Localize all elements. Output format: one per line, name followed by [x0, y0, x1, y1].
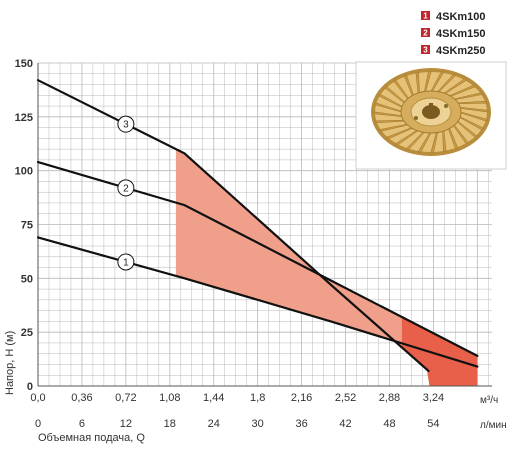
x-tick-label-top: 2,88: [379, 392, 400, 404]
tick-labels: 0 25 50 75 100 125 150 0,0 0,36 0,72 1,08 1,44 1,8 2,…: [15, 58, 444, 430]
x-tick-label-bottom: 30: [252, 418, 264, 430]
x-tick-label-top: 3,24: [423, 392, 444, 404]
x-tick-label-top: 1,8: [250, 392, 265, 404]
y-tick-label: 100: [15, 166, 33, 178]
legend-badge-2: [421, 28, 430, 37]
curve-1: [36, 236, 479, 368]
x-tick-label-bottom: 54: [427, 418, 439, 430]
y-tick-label: 25: [21, 327, 33, 339]
legend-badge-num-2: 2: [423, 29, 428, 38]
curve-label-bubble-3: [117, 115, 135, 133]
curve-2: [36, 161, 479, 357]
x-tick-label-top: 0,72: [115, 392, 136, 404]
x-tick-label-bottom: 48: [383, 418, 395, 430]
y-tick-label: 75: [21, 220, 33, 232]
curve-label-1: 1: [123, 257, 129, 268]
x-tick-label-top: 1,08: [159, 392, 180, 404]
axes: [37, 63, 492, 387]
x-tick-label-bottom: 42: [339, 418, 351, 430]
curve-label-2: 2: [123, 183, 129, 194]
x-tick-label-top: 2,52: [335, 392, 356, 404]
legend-item-2: 2 4SKm150: [421, 28, 486, 40]
curve-label-bubble-1: [117, 253, 135, 271]
range-fill-dark: [401, 316, 478, 386]
x-tick-label-bottom: 12: [120, 418, 132, 430]
legend-label-2: 4SKm150: [436, 28, 486, 40]
legend-badge-3: [421, 45, 430, 54]
x-tick-label-bottom: 18: [164, 418, 176, 430]
legend-label-1: 4SKm100: [436, 11, 486, 23]
y-tick-label: 50: [21, 273, 33, 285]
x-tick-label-bottom: 0: [35, 418, 41, 430]
legend: 1 4SKm100 2 4SKm150 3 4SKm250: [421, 11, 486, 57]
legend-badge-1: [421, 11, 430, 20]
x-unit-top: м³/ч: [480, 395, 498, 406]
x-tick-label-top: 1,44: [203, 392, 224, 404]
legend-badge-num-1: 1: [423, 12, 428, 21]
curve-3: [36, 79, 430, 372]
impeller-image: [355, 61, 507, 170]
x-axis-title: Объемная подача, Q: [38, 432, 145, 444]
y-tick-label: 125: [15, 112, 33, 124]
x-tick-label-bottom: 24: [208, 418, 220, 430]
y-axis-title: Напор, Н (м): [4, 331, 16, 395]
curves: [36, 79, 479, 372]
x-tick-label-top: 0,0: [30, 392, 45, 404]
x-unit-bottom: л/мин: [480, 420, 507, 431]
y-tick-label: 0: [27, 381, 33, 393]
x-tick-label-bottom: 36: [295, 418, 307, 430]
legend-label-3: 4SKm250: [436, 45, 486, 57]
x-tick-label-top: 2,16: [291, 392, 312, 404]
legend-item-3: 3 4SKm250: [421, 45, 486, 57]
y-tick-label: 150: [15, 58, 33, 70]
x-tick-label-top: 0,36: [71, 392, 92, 404]
legend-item-1: 1 4SKm100: [421, 11, 486, 23]
legend-badge-num-3: 3: [423, 46, 428, 55]
impeller-vanes: [373, 70, 489, 154]
curve-label-3: 3: [123, 120, 129, 131]
x-tick-label-bottom: 6: [79, 418, 85, 430]
curve-labels: 1 2 3: [117, 115, 135, 271]
curve-label-bubble-2: [117, 179, 135, 197]
